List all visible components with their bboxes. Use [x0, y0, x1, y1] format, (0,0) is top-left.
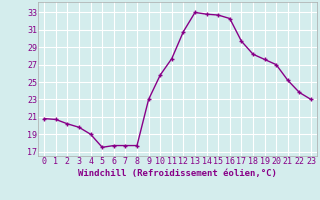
X-axis label: Windchill (Refroidissement éolien,°C): Windchill (Refroidissement éolien,°C)	[78, 169, 277, 178]
